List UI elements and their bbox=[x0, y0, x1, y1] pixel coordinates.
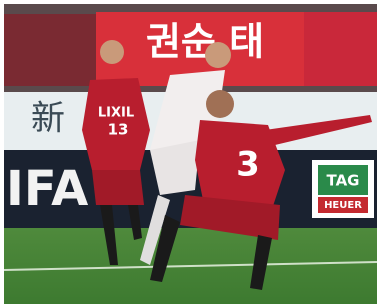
banner-text: 권순 태 bbox=[146, 20, 264, 64]
shirt-number: 13 bbox=[108, 121, 129, 139]
ad-left-text: IFA bbox=[6, 161, 88, 217]
ad-right-line2: HEUER bbox=[324, 200, 362, 211]
left-banner bbox=[4, 14, 96, 86]
head bbox=[100, 40, 124, 64]
shirt-number: 3 bbox=[236, 145, 260, 185]
board-text: 新 bbox=[31, 99, 65, 139]
head bbox=[205, 42, 231, 68]
head bbox=[206, 90, 234, 118]
right-banner bbox=[304, 12, 377, 86]
ad-right-line1: TAG bbox=[327, 172, 360, 190]
sponsor: LIXIL bbox=[98, 106, 134, 121]
page: {"banner": {"text": "권순 태"}, "board": {"… bbox=[0, 0, 381, 308]
shorts bbox=[92, 170, 144, 205]
photo: 권순 태 新 IFA TAG HEUER LIXIL 13 3 bbox=[0, 0, 381, 308]
